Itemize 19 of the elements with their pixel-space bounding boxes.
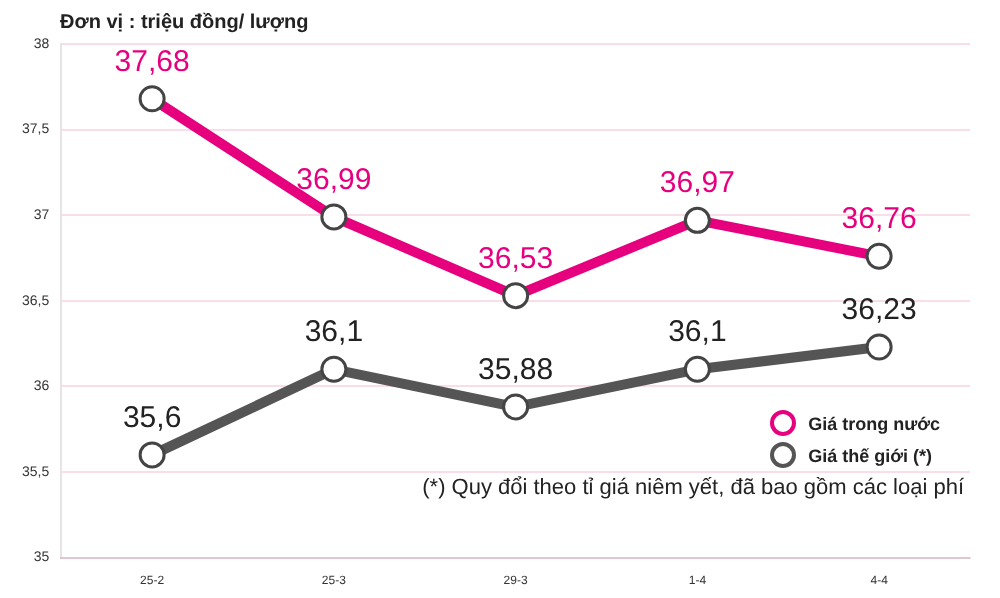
data-label: 36,23	[841, 293, 917, 328]
data-label: 36,1	[304, 315, 364, 350]
point	[320, 355, 348, 383]
legend-label: Giá trong nước	[808, 413, 940, 433]
data-label: 36,53	[478, 241, 554, 276]
legend-label: Giá thế giới (*)	[808, 445, 932, 465]
data-label: 36,97	[659, 166, 735, 201]
data-label: 35,6	[122, 400, 182, 435]
point	[683, 355, 711, 383]
point	[865, 333, 893, 361]
data-label: 36,99	[296, 162, 372, 197]
chart-title: Đơn vị : triệu đồng/ lượng	[60, 12, 309, 34]
point	[502, 393, 530, 421]
point	[138, 441, 166, 469]
data-label: 37,68	[114, 44, 190, 79]
data-label: 35,88	[478, 352, 554, 387]
data-label: 36,76	[841, 202, 917, 237]
data-label: 36,1	[668, 315, 727, 350]
annotation: (*) Quy đổi theo tỉ giá niêm yết, đã bao gồm các loại phí	[422, 476, 964, 500]
